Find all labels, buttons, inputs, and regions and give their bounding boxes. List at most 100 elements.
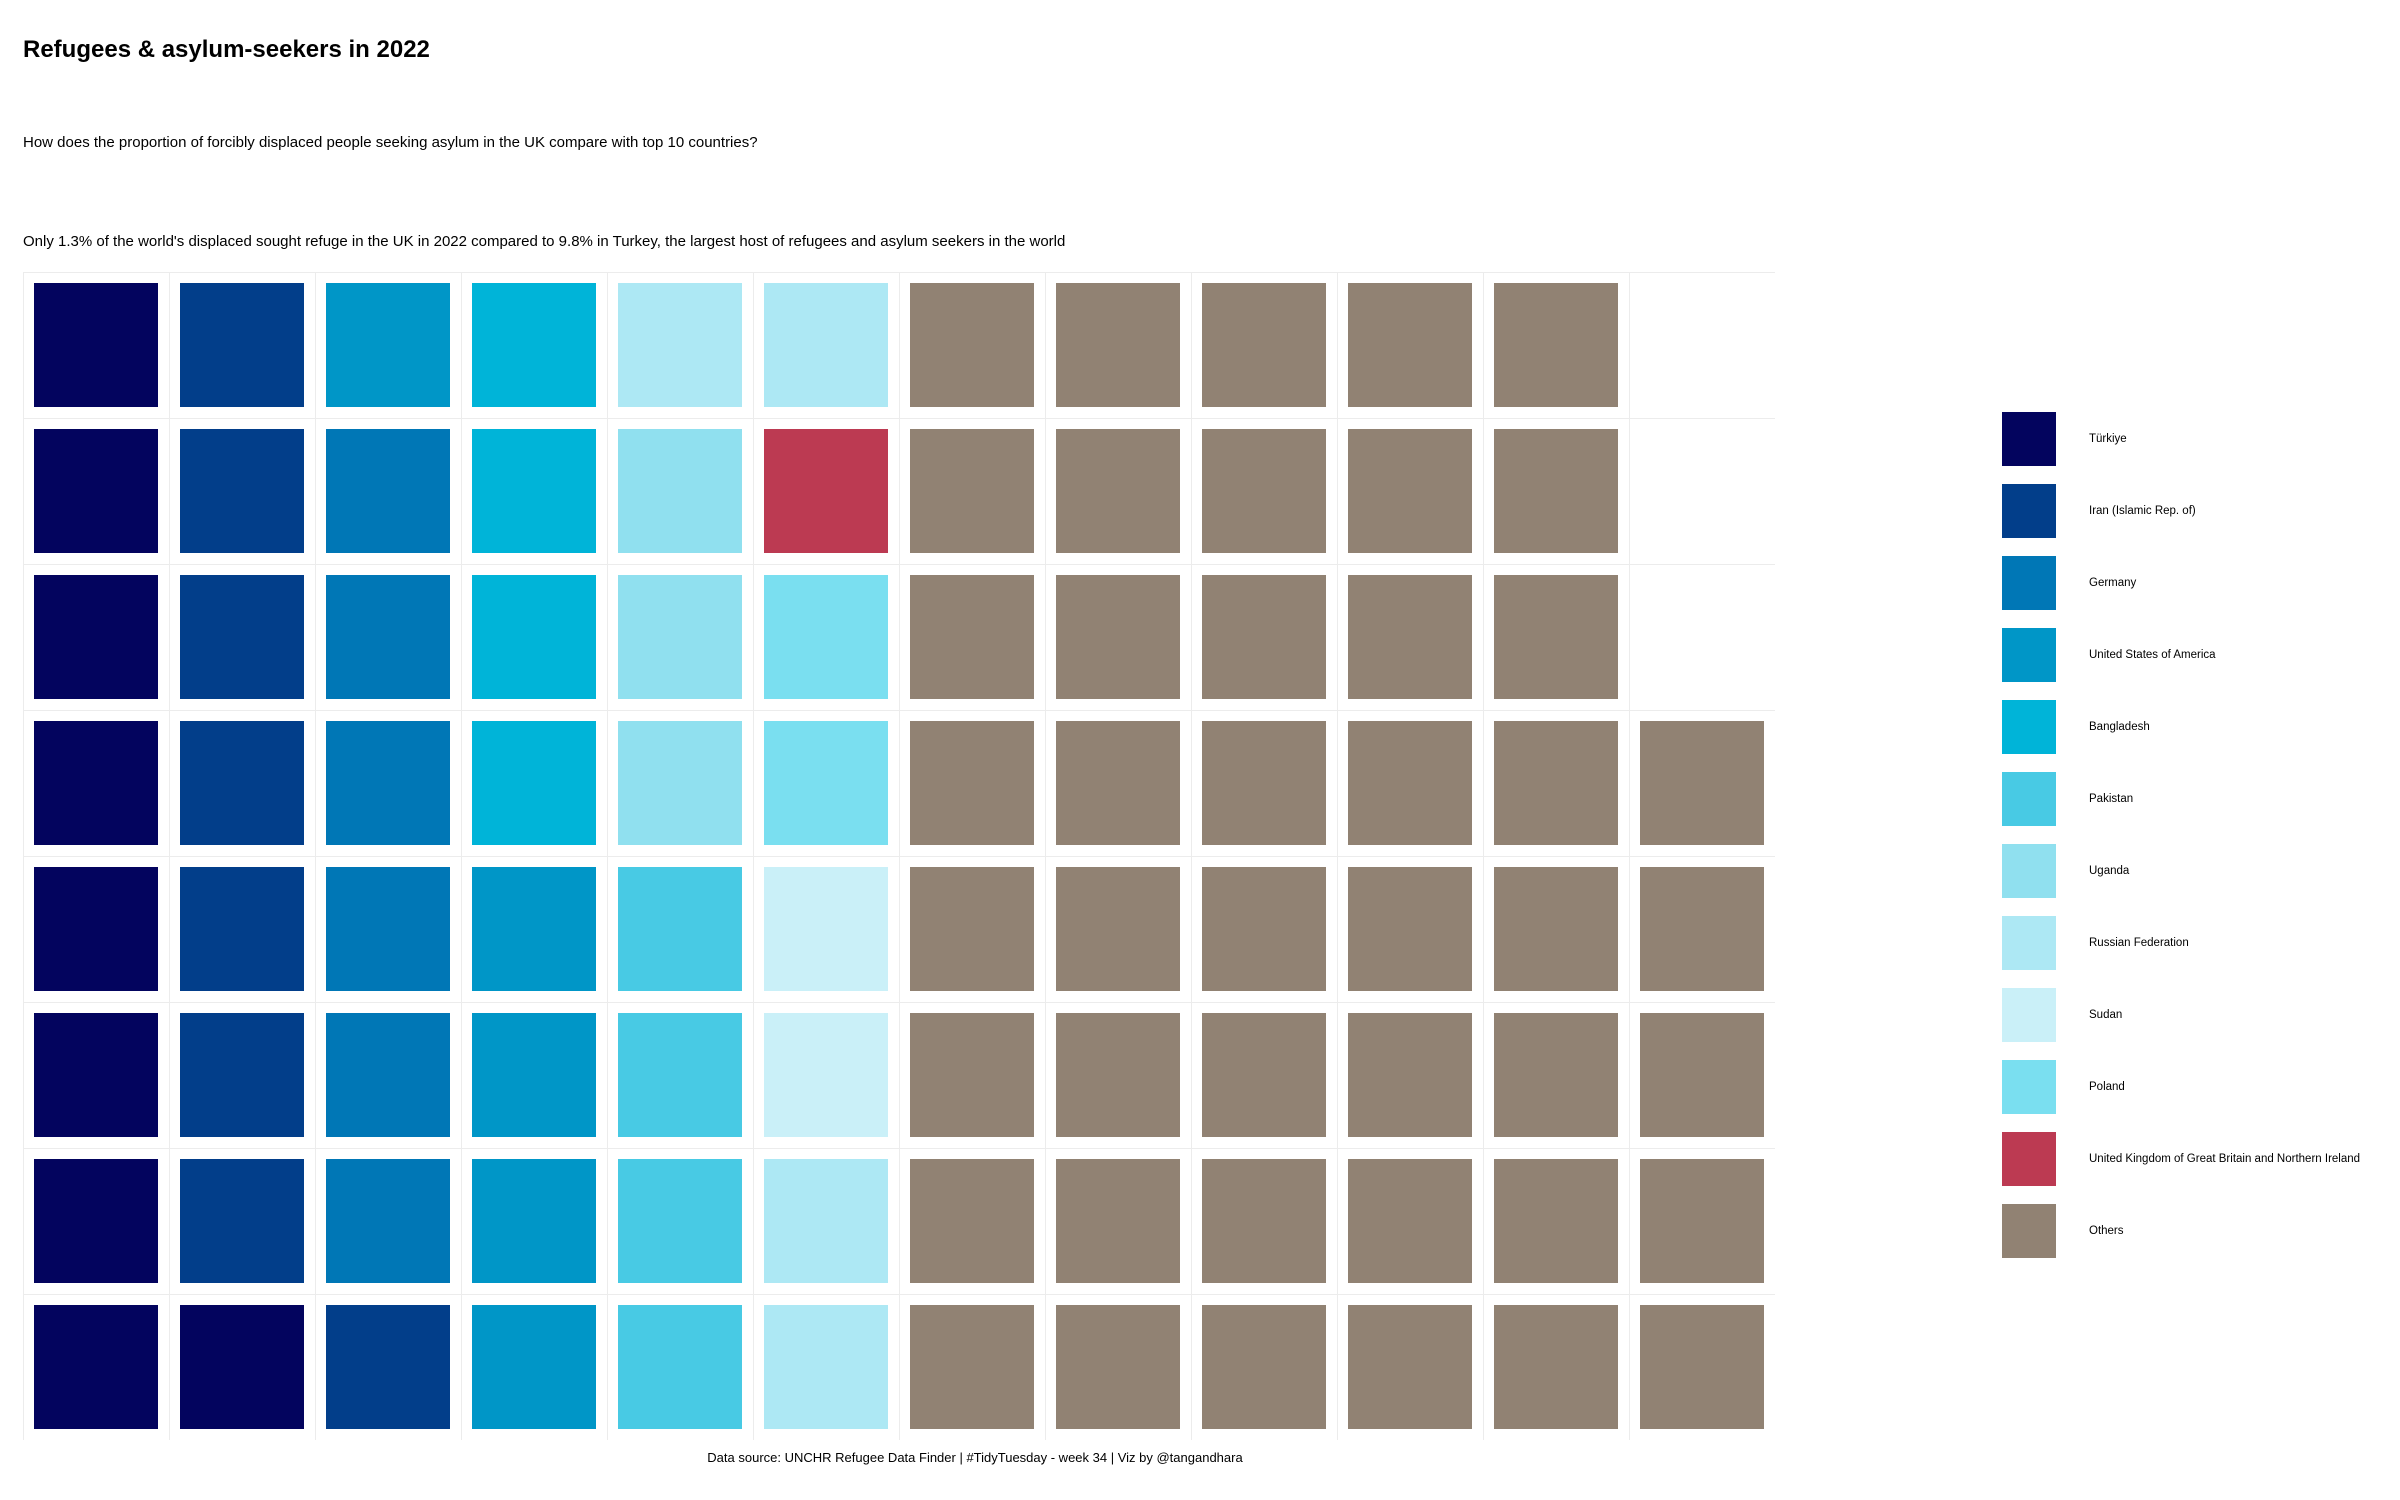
- legend-swatch: [2002, 1204, 2056, 1258]
- waffle-square: [472, 721, 596, 845]
- waffle-square: [34, 867, 158, 991]
- waffle-square: [180, 283, 304, 407]
- waffle-square: [764, 1159, 888, 1283]
- legend-item: Poland: [2002, 1060, 2392, 1114]
- legend-swatch: [2002, 556, 2056, 610]
- waffle-square: [180, 867, 304, 991]
- waffle-square: [326, 721, 450, 845]
- waffle-square: [1202, 1013, 1326, 1137]
- waffle-square: [1056, 1305, 1180, 1429]
- legend-label: Poland: [2089, 1081, 2125, 1093]
- chart-title: Refugees & asylum-seekers in 2022: [23, 36, 430, 63]
- waffle-square: [34, 1305, 158, 1429]
- waffle-square: [910, 283, 1034, 407]
- waffle-square: [1640, 721, 1764, 845]
- waffle-square: [180, 1013, 304, 1137]
- waffle-square: [326, 867, 450, 991]
- legend-item: Others: [2002, 1204, 2392, 1258]
- legend-label: Russian Federation: [2089, 937, 2189, 949]
- legend-swatch: [2002, 844, 2056, 898]
- legend-label: Iran (Islamic Rep. of): [2089, 505, 2196, 517]
- legend-swatch: [2002, 628, 2056, 682]
- legend-item: Uganda: [2002, 844, 2392, 898]
- waffle-square: [1056, 429, 1180, 553]
- waffle-square: [1202, 721, 1326, 845]
- waffle-square: [472, 283, 596, 407]
- legend-item: United States of America: [2002, 628, 2392, 682]
- waffle-square: [910, 575, 1034, 699]
- waffle-square: [326, 283, 450, 407]
- waffle-square: [1494, 721, 1618, 845]
- waffle-square: [1494, 283, 1618, 407]
- legend-label: Pakistan: [2089, 793, 2134, 805]
- waffle-square: [326, 1013, 450, 1137]
- gridlines: [23, 272, 1775, 1440]
- waffle-square: [910, 1305, 1034, 1429]
- waffle-square: [618, 721, 742, 845]
- waffle-square: [1494, 1159, 1618, 1283]
- legend-label: Sudan: [2089, 1009, 2123, 1021]
- legend-label: Uganda: [2089, 865, 2130, 877]
- waffle-square: [472, 1305, 596, 1429]
- legend-label: Others: [2089, 1225, 2124, 1237]
- waffle-square: [1202, 867, 1326, 991]
- waffle-square: [1640, 1159, 1764, 1283]
- waffle-square: [34, 1159, 158, 1283]
- waffle-square: [326, 1159, 450, 1283]
- legend: Türkiye Iran (Islamic Rep. of) Germany Unit…: [2002, 412, 2392, 1268]
- waffle-square: [764, 867, 888, 991]
- waffle-square: [1640, 867, 1764, 991]
- waffle-square: [1202, 1159, 1326, 1283]
- legend-swatch: [2002, 772, 2056, 826]
- waffle-square: [326, 1305, 450, 1429]
- waffle-chart: [23, 272, 1775, 1440]
- waffle-square: [1348, 575, 1472, 699]
- waffle-square: [1348, 1159, 1472, 1283]
- waffle-square: [618, 1159, 742, 1283]
- waffle-square: [472, 1013, 596, 1137]
- waffle-square: [1202, 283, 1326, 407]
- waffle-square: [472, 867, 596, 991]
- waffle-square: [1348, 721, 1472, 845]
- waffle-square: [34, 1013, 158, 1137]
- waffle-square: [618, 1305, 742, 1429]
- legend-swatch: [2002, 916, 2056, 970]
- waffle-square: [472, 1159, 596, 1283]
- waffle-square: [618, 575, 742, 699]
- legend-swatch: [2002, 988, 2056, 1042]
- waffle-square: [1494, 1013, 1618, 1137]
- waffle-square: [1494, 575, 1618, 699]
- waffle-square: [1202, 429, 1326, 553]
- waffle-square: [618, 1013, 742, 1137]
- waffle-square: [1348, 429, 1472, 553]
- waffle-square: [34, 283, 158, 407]
- waffle-square: [1056, 867, 1180, 991]
- waffle-square: [1202, 1305, 1326, 1429]
- waffle-square: [1056, 283, 1180, 407]
- waffle-square: [764, 429, 888, 553]
- waffle-square: [34, 721, 158, 845]
- legend-item: Pakistan: [2002, 772, 2392, 826]
- legend-swatch: [2002, 1060, 2056, 1114]
- legend-label: Bangladesh: [2089, 721, 2150, 733]
- waffle-square: [1640, 1305, 1764, 1429]
- waffle-square: [764, 575, 888, 699]
- waffle-square: [910, 429, 1034, 553]
- waffle-square: [910, 867, 1034, 991]
- waffle-square: [1056, 721, 1180, 845]
- waffle-square: [1494, 867, 1618, 991]
- waffle-square: [180, 1159, 304, 1283]
- waffle-square: [1056, 1013, 1180, 1137]
- legend-item: Türkiye: [2002, 412, 2392, 466]
- legend-label: United States of America: [2089, 649, 2216, 661]
- waffle-square: [472, 429, 596, 553]
- waffle-square: [34, 575, 158, 699]
- waffle-square: [326, 575, 450, 699]
- chart-caption: Only 1.3% of the world's displaced sough…: [23, 233, 1066, 250]
- data-source-note: Data source: UNCHR Refugee Data Finder |…: [707, 1450, 1243, 1465]
- waffle-square: [910, 1159, 1034, 1283]
- legend-item: United Kingdom of Great Britain and Nort…: [2002, 1132, 2392, 1186]
- legend-swatch: [2002, 412, 2056, 466]
- waffle-square: [1056, 575, 1180, 699]
- waffle-square: [1348, 1013, 1472, 1137]
